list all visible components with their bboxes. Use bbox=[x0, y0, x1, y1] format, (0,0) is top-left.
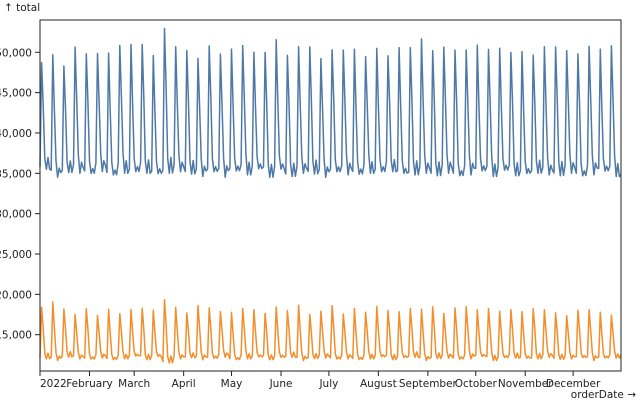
x-axis: 2022 February March April May June July August S… bbox=[39, 371, 601, 390]
x-tick-label: April bbox=[172, 378, 196, 390]
x-tick-label: March bbox=[118, 378, 150, 390]
y-tick-label: 15,000 bbox=[0, 330, 32, 342]
x-tick-label: February bbox=[66, 378, 113, 390]
x-tick-label: 2022 bbox=[40, 378, 67, 390]
x-tick-label: July bbox=[318, 378, 338, 390]
x-tick-label: December bbox=[546, 378, 601, 390]
y-tick-label: 45,000 bbox=[0, 88, 32, 100]
y-tick-label: 35,000 bbox=[0, 168, 32, 180]
y-axis: 15,000 20,000 25,000 30,000 35,000 40,000 45,0… bbox=[0, 47, 40, 342]
y-axis-label: ↑ total bbox=[4, 2, 40, 14]
y-tick-label: 40,000 bbox=[0, 128, 32, 140]
x-tick-label: October bbox=[455, 378, 498, 390]
y-tick-label: 50,000 bbox=[0, 47, 32, 59]
x-tick-label: September bbox=[399, 378, 458, 390]
plot-frame bbox=[39, 19, 622, 372]
y-tick-label: 25,000 bbox=[0, 249, 32, 261]
plot-area bbox=[39, 27, 622, 364]
x-axis-label: orderDate → bbox=[571, 389, 636, 400]
x-tick-label: June bbox=[269, 378, 293, 390]
y-tick-label: 20,000 bbox=[0, 289, 32, 301]
series-line-2 bbox=[39, 298, 622, 364]
y-tick-label: 30,000 bbox=[0, 209, 32, 221]
series-line-1 bbox=[39, 27, 622, 179]
x-tick-label: August bbox=[360, 378, 397, 390]
x-tick-label: November bbox=[498, 378, 553, 390]
x-tick-label: May bbox=[221, 378, 243, 390]
